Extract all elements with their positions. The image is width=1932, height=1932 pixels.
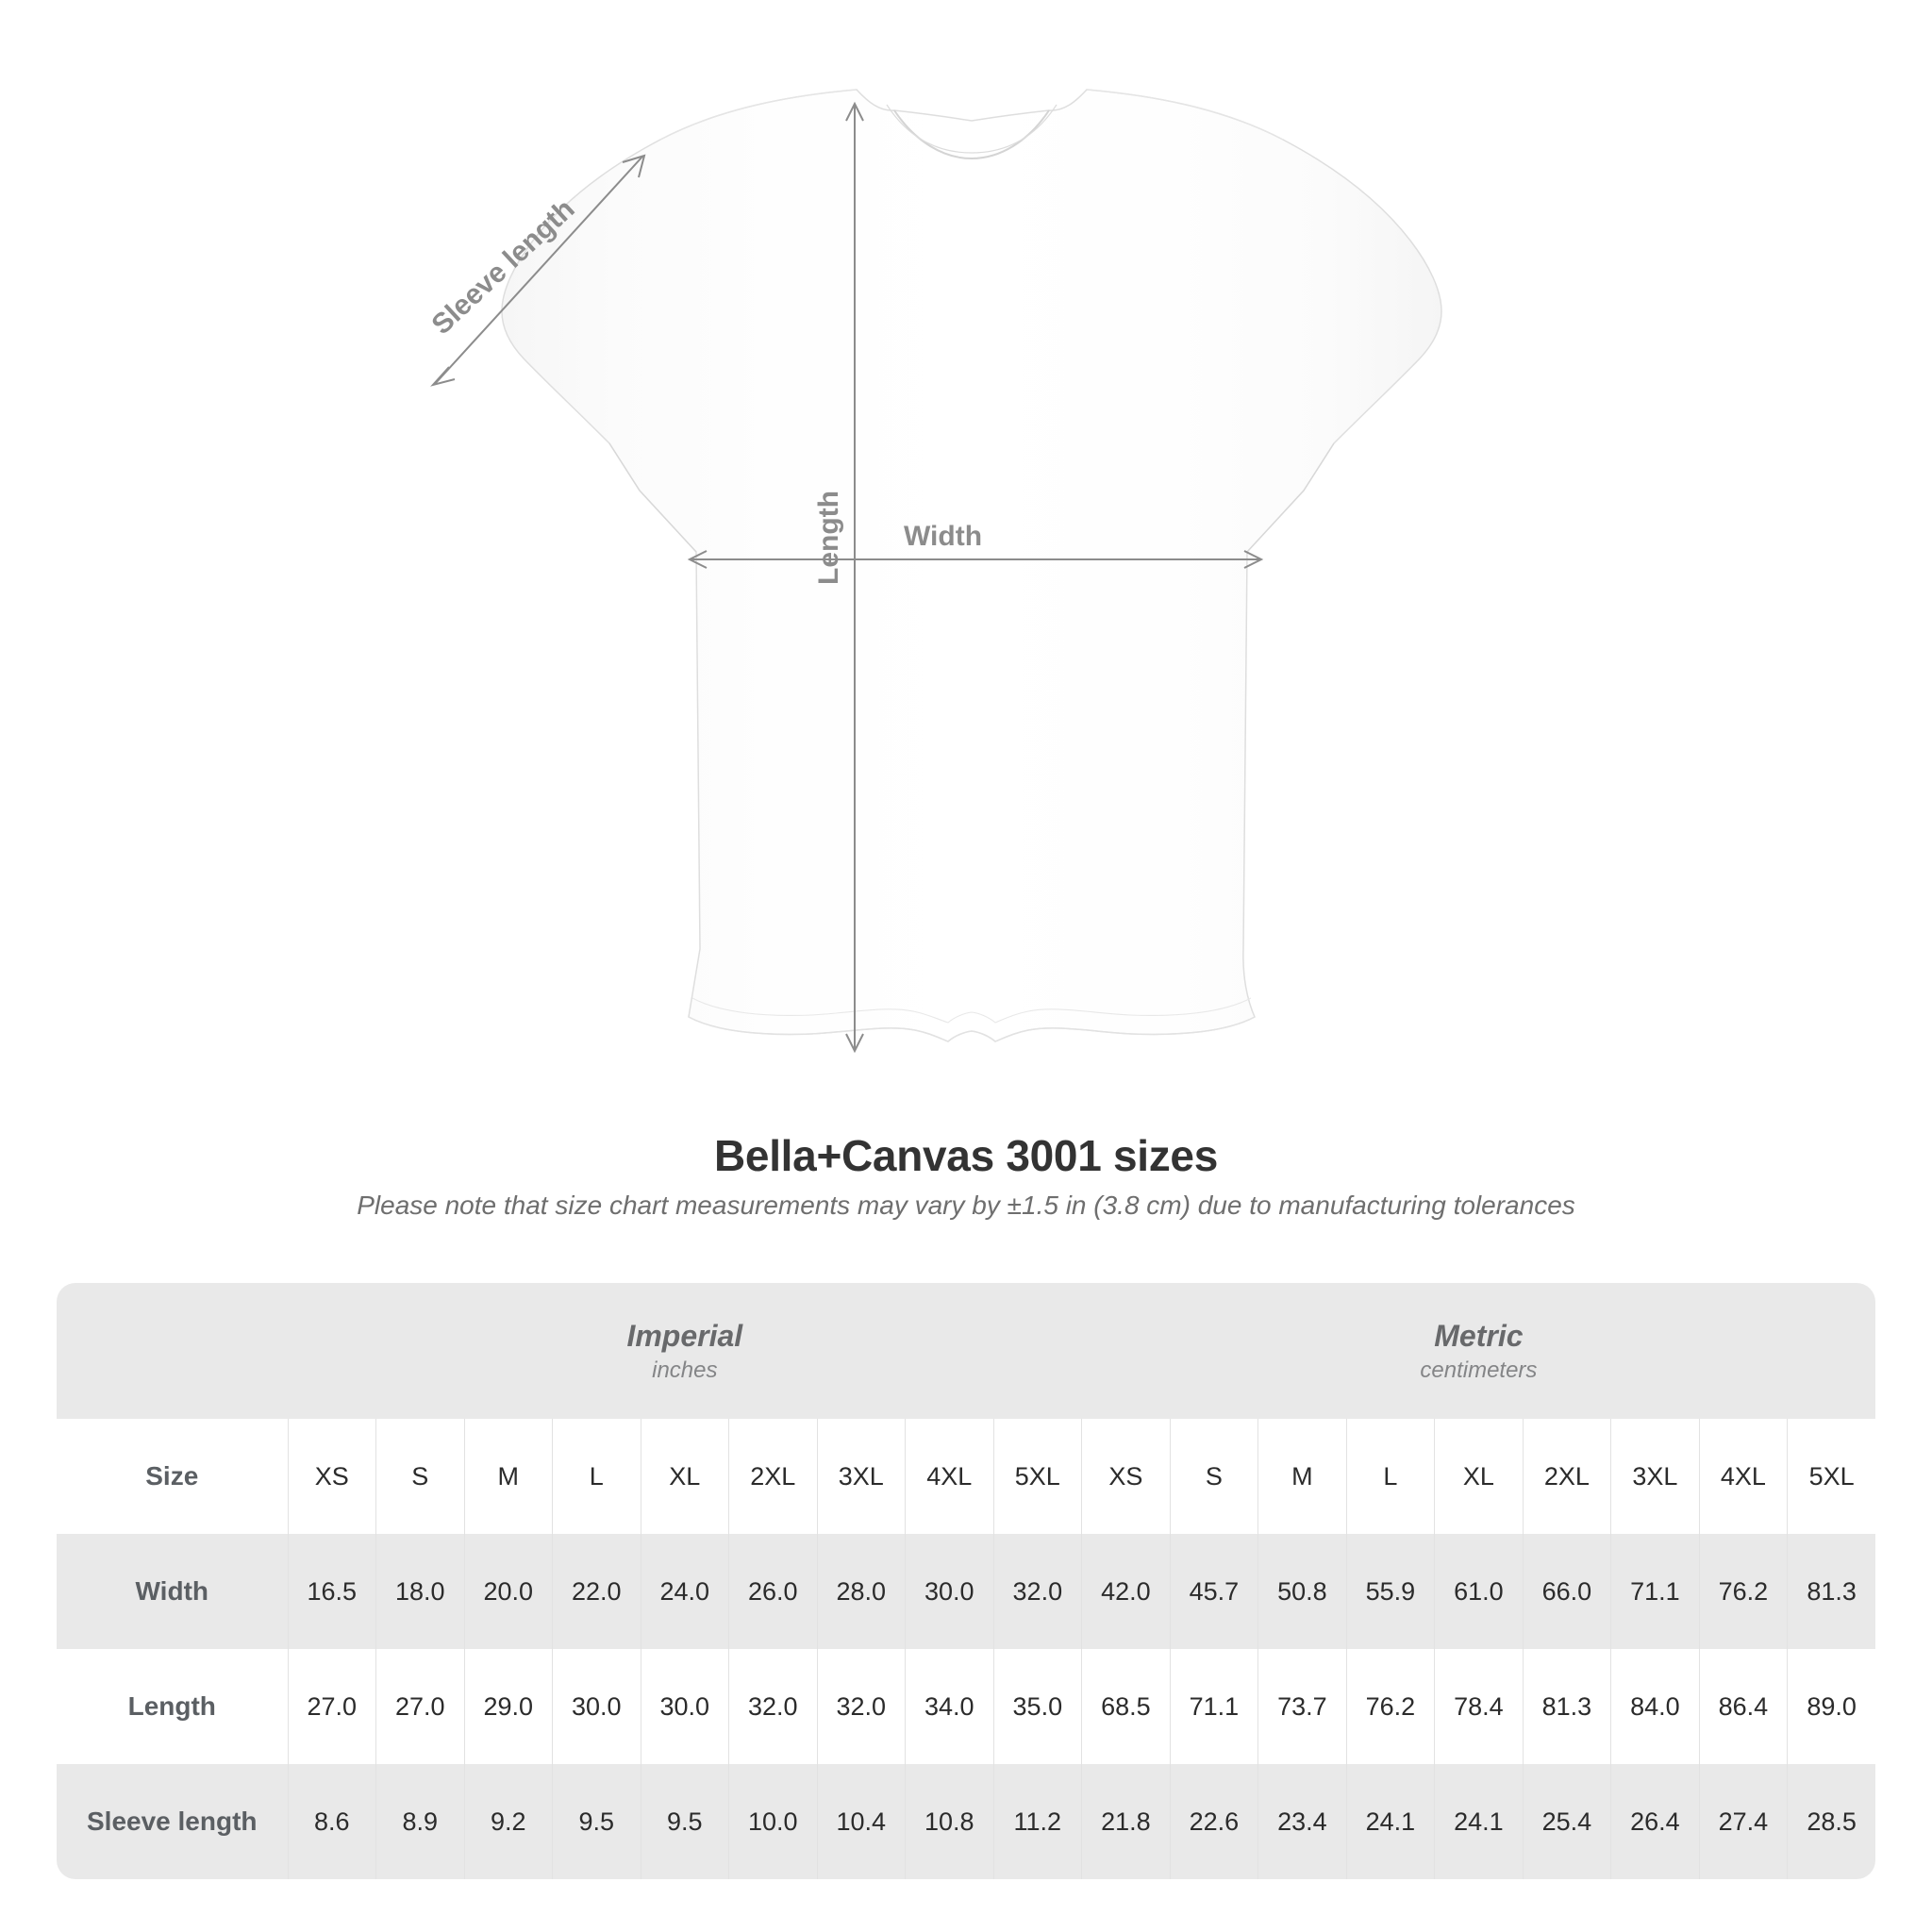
- svg-text:Length: Length: [813, 491, 844, 585]
- svg-text:Width: Width: [904, 521, 982, 552]
